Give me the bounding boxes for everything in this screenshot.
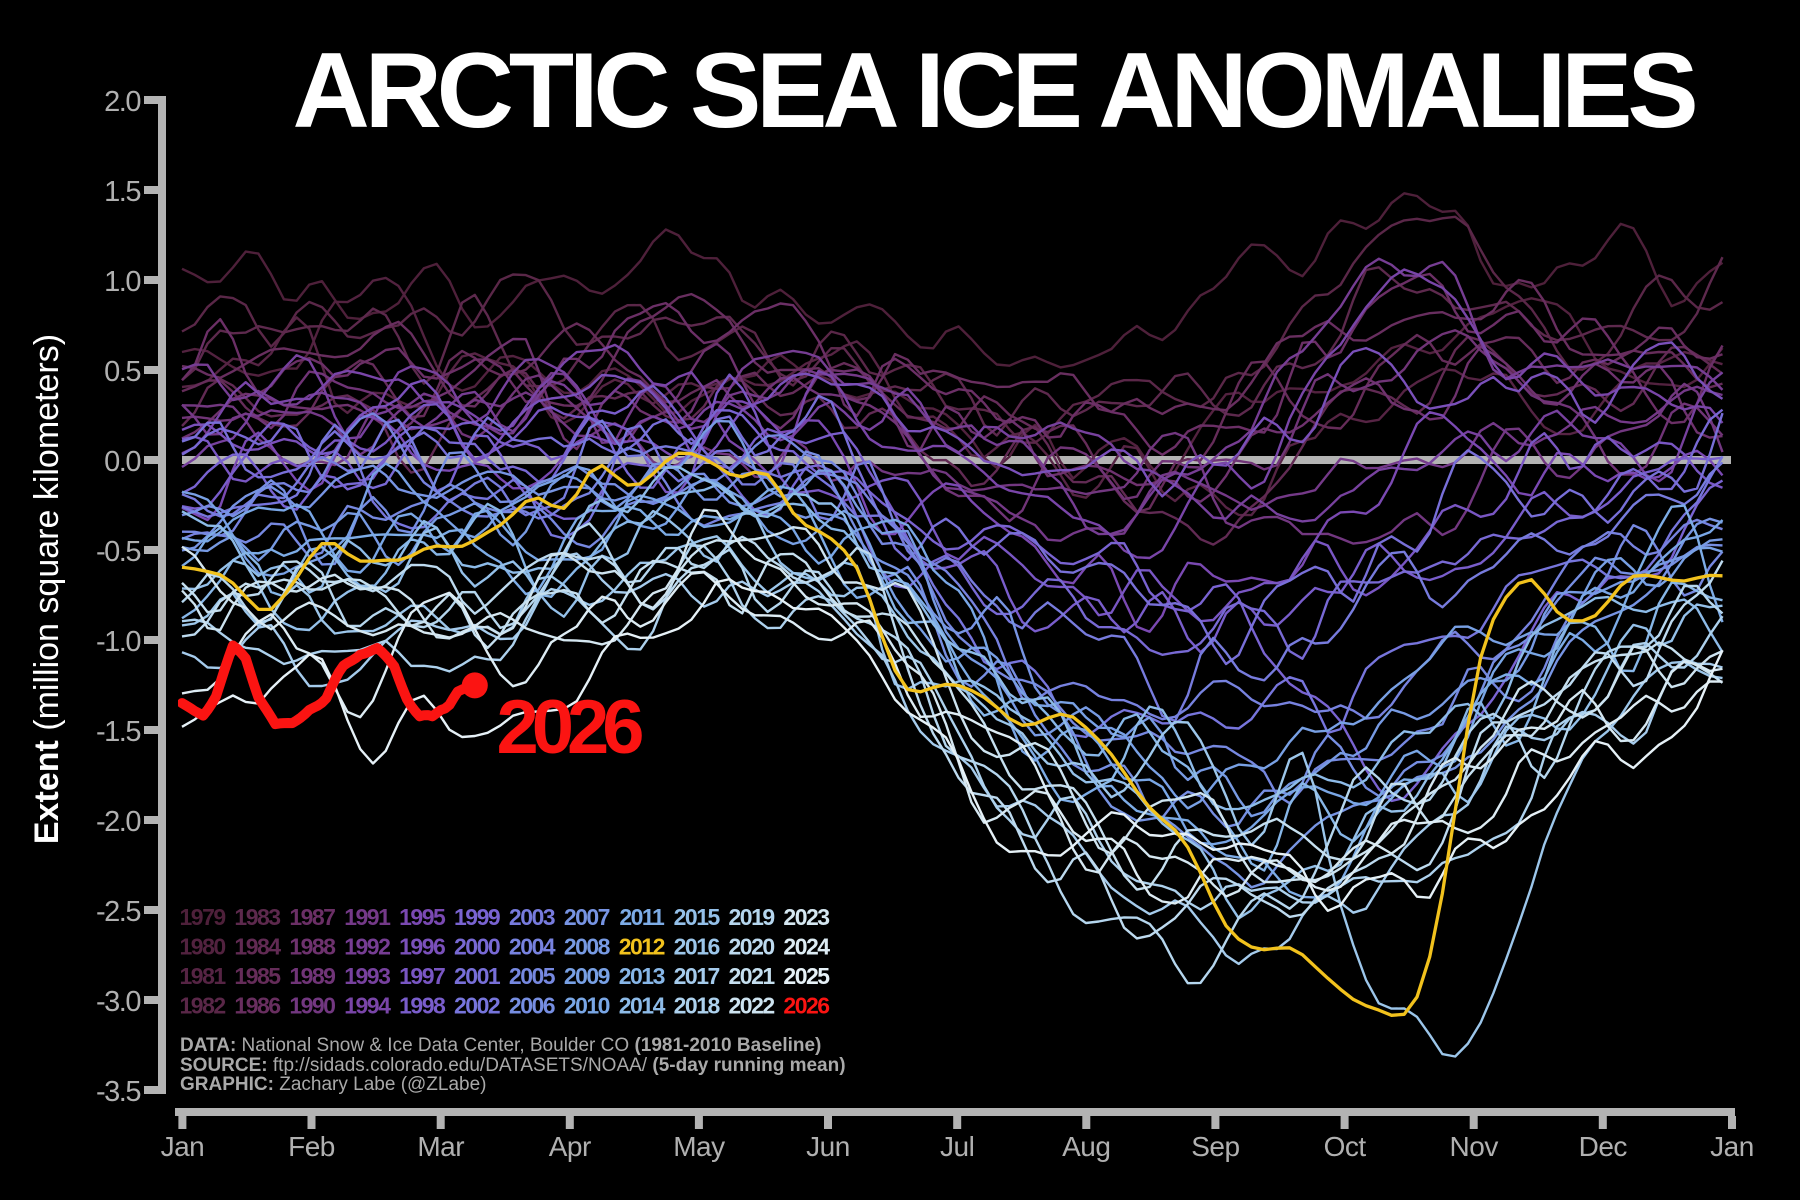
svg-text:Sep: Sep [1191,1131,1239,1162]
svg-text:1984: 1984 [234,934,281,960]
svg-text:1992: 1992 [344,934,390,960]
svg-text:0.0: 0.0 [104,446,140,478]
svg-text:SOURCE: ftp://sidads.colorado.: SOURCE: ftp://sidads.colorado.edu/DATASE… [180,1055,846,1076]
svg-text:1.0: 1.0 [104,266,140,298]
svg-text:1979: 1979 [180,904,226,930]
svg-text:2014: 2014 [619,993,666,1019]
svg-text:2017: 2017 [674,963,720,989]
svg-text:1988: 1988 [289,934,336,960]
svg-text:1998: 1998 [399,993,446,1019]
svg-text:1983: 1983 [234,904,280,930]
svg-text:DATA: National Snow & Ice Data: DATA: National Snow & Ice Data Center, B… [180,1035,821,1056]
svg-text:Apr: Apr [549,1131,591,1162]
svg-text:2018: 2018 [674,993,721,1019]
svg-text:Jun: Jun [806,1131,850,1162]
svg-text:2011: 2011 [619,904,665,930]
svg-text:-0.5: -0.5 [96,536,140,568]
svg-text:2021: 2021 [729,963,776,989]
svg-text:2023: 2023 [783,904,829,930]
svg-text:2006: 2006 [509,993,555,1019]
svg-text:1991: 1991 [344,904,391,930]
svg-text:1982: 1982 [180,993,226,1019]
svg-text:Dec: Dec [1579,1131,1628,1162]
svg-text:2012: 2012 [619,934,665,960]
svg-text:2015: 2015 [674,904,721,930]
svg-text:1993: 1993 [344,963,390,989]
svg-text:2025: 2025 [783,963,830,989]
svg-text:2009: 2009 [564,963,610,989]
svg-text:1990: 1990 [289,993,335,1019]
svg-text:Aug: Aug [1062,1131,1110,1162]
svg-text:2.0: 2.0 [104,86,140,118]
svg-text:Feb: Feb [288,1131,335,1162]
svg-text:2026: 2026 [496,685,642,770]
svg-text:-1.0: -1.0 [96,626,140,658]
svg-text:Jul: Jul [940,1131,974,1162]
svg-text:2019: 2019 [729,904,775,930]
svg-text:2004: 2004 [509,934,556,960]
svg-text:0.5: 0.5 [104,356,140,388]
svg-text:1995: 1995 [399,904,446,930]
svg-text:2016: 2016 [674,934,720,960]
svg-text:Jan: Jan [161,1131,205,1162]
svg-text:Mar: Mar [417,1131,464,1162]
svg-text:1986: 1986 [234,993,280,1019]
svg-text:1994: 1994 [344,993,391,1019]
svg-text:2000: 2000 [454,934,500,960]
svg-text:1985: 1985 [234,963,281,989]
svg-text:ARCTIC SEA ICE ANOMALIES: ARCTIC SEA ICE ANOMALIES [293,30,1696,150]
svg-text:2010: 2010 [564,993,610,1019]
svg-text:2008: 2008 [564,934,611,960]
svg-text:1.5: 1.5 [104,176,140,208]
svg-text:2024: 2024 [783,934,830,960]
svg-text:1996: 1996 [399,934,445,960]
svg-text:2002: 2002 [454,993,500,1019]
svg-text:2020: 2020 [729,934,775,960]
svg-text:2001: 2001 [454,963,501,989]
svg-text:1989: 1989 [289,963,335,989]
svg-text:2026: 2026 [783,993,829,1019]
svg-text:Nov: Nov [1450,1131,1499,1162]
svg-text:1980: 1980 [180,934,226,960]
svg-text:Jan: Jan [1710,1131,1754,1162]
svg-text:-3.5: -3.5 [96,1076,140,1108]
svg-text:2007: 2007 [564,904,610,930]
svg-text:May: May [673,1131,725,1162]
svg-text:1999: 1999 [454,904,500,930]
svg-text:2005: 2005 [509,963,556,989]
svg-text:2003: 2003 [509,904,555,930]
svg-text:GRAPHIC: Zachary Labe (@ZLabe): GRAPHIC: Zachary Labe (@ZLabe) [180,1074,487,1095]
svg-text:2013: 2013 [619,963,665,989]
svg-text:-2.0: -2.0 [96,806,140,838]
svg-text:2022: 2022 [729,993,775,1019]
svg-text:-1.5: -1.5 [96,716,140,748]
svg-text:-2.5: -2.5 [96,896,140,928]
svg-text:1981: 1981 [180,963,227,989]
svg-text:Extent (million square kilomet: Extent (million square kilometers) [28,334,66,844]
svg-text:-3.0: -3.0 [96,986,140,1018]
svg-text:1997: 1997 [399,963,445,989]
svg-text:Oct: Oct [1324,1131,1367,1162]
svg-text:1987: 1987 [289,904,335,930]
